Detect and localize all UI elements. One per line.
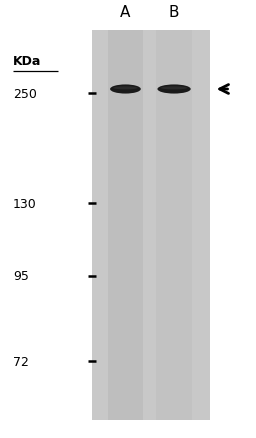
Text: 130: 130 [13, 197, 37, 210]
Bar [156, 31, 192, 420]
Ellipse shape [110, 85, 141, 94]
Ellipse shape [113, 87, 138, 90]
Text: KDa: KDa [13, 55, 41, 68]
Ellipse shape [161, 87, 187, 90]
Ellipse shape [157, 85, 191, 94]
Text: 95: 95 [13, 269, 29, 283]
Bar [92, 31, 210, 420]
Text: 250: 250 [13, 88, 37, 101]
Text: 72: 72 [13, 355, 29, 368]
Bar [108, 31, 143, 420]
Text: B: B [169, 5, 179, 20]
Text: A: A [120, 5, 131, 20]
